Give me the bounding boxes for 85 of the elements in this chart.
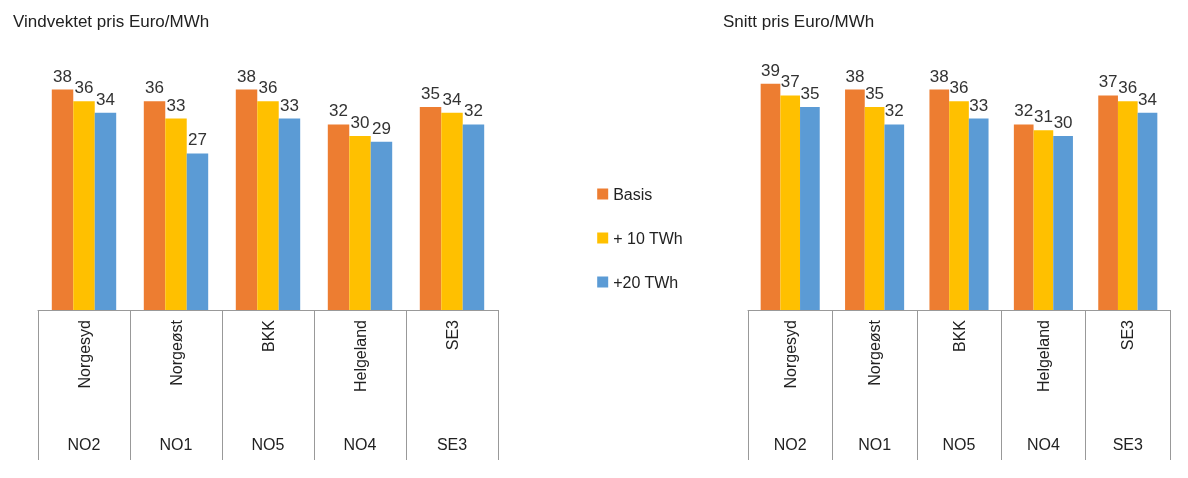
legend-label: Basis <box>613 185 653 203</box>
bar <box>278 118 301 310</box>
data-label: 37 <box>780 72 800 92</box>
legend-label: +20 TWh <box>613 273 679 291</box>
data-label: 33 <box>166 95 186 115</box>
data-label: 33 <box>969 95 989 115</box>
bar <box>1033 130 1054 310</box>
bar <box>165 118 187 310</box>
text: NO2 <box>773 435 807 453</box>
legend-label: + 10 TWh <box>613 229 683 247</box>
data-label: 35 <box>865 84 885 103</box>
data-label: 34 <box>1138 89 1157 109</box>
bar <box>94 112 117 310</box>
bar <box>949 101 969 310</box>
bar <box>1117 101 1138 310</box>
data-label: 36 <box>258 78 278 98</box>
bar <box>760 83 781 310</box>
x-tick-label: SE3 <box>443 319 461 351</box>
data-label: 32 <box>884 101 904 121</box>
x-tick-label: Norgesyd <box>75 320 93 389</box>
data-label: 29 <box>372 118 391 138</box>
data-label: 36 <box>1118 78 1138 98</box>
bar <box>884 124 905 310</box>
chart-title: Vindvektet pris Euro/MWh <box>13 12 210 31</box>
x-tick-label: SE3 <box>1119 319 1137 351</box>
data-label: 38 <box>237 66 256 86</box>
bar <box>462 124 485 310</box>
bar <box>73 101 95 310</box>
bar <box>968 118 989 310</box>
bar <box>419 107 442 310</box>
bar <box>257 101 279 310</box>
x-tick-label: Norgeøst <box>167 319 185 386</box>
data-label: 35 <box>421 84 440 103</box>
data-label: 32 <box>464 101 483 121</box>
bar <box>845 89 865 310</box>
data-label: 36 <box>145 78 164 98</box>
text: SE3 <box>1112 435 1144 453</box>
data-label: 32 <box>329 101 348 121</box>
bar <box>143 101 166 310</box>
data-label: 38 <box>845 66 865 86</box>
bar <box>929 89 950 310</box>
bar <box>51 89 74 310</box>
data-label: 36 <box>74 78 94 98</box>
x-tick-label: BKK <box>259 319 277 353</box>
text: NO5 <box>942 435 976 453</box>
bar <box>186 153 209 310</box>
text: NO5 <box>251 435 285 453</box>
chart-title: Snitt pris Euro/MWh <box>723 12 875 31</box>
bar <box>235 89 258 310</box>
text: NO1 <box>858 435 892 453</box>
bar <box>441 112 463 310</box>
data-label: 39 <box>761 60 780 80</box>
text: NO2 <box>67 435 101 453</box>
bar <box>1137 112 1158 310</box>
text: NO4 <box>343 435 377 453</box>
bar <box>370 141 393 310</box>
data-label: 33 <box>280 95 299 115</box>
data-label: 34 <box>442 89 462 109</box>
text: SE3 <box>436 435 468 453</box>
data-label: 35 <box>800 84 820 103</box>
data-label: 37 <box>1098 72 1118 92</box>
data-label: 38 <box>929 66 949 86</box>
bar <box>1098 95 1118 310</box>
data-label: 27 <box>188 130 207 150</box>
text: NO4 <box>1026 435 1060 453</box>
bar <box>1013 124 1034 310</box>
data-label: 31 <box>1033 107 1053 127</box>
data-label: 30 <box>1053 113 1073 132</box>
data-label: 32 <box>1014 101 1034 121</box>
bar <box>800 107 820 310</box>
data-label: 38 <box>53 66 72 86</box>
data-label: 30 <box>350 113 370 132</box>
data-label: 34 <box>96 89 115 109</box>
text: NO1 <box>159 435 193 453</box>
bar <box>780 95 801 310</box>
bar <box>1053 136 1073 310</box>
bar <box>349 136 371 310</box>
x-tick-label: Norgeøst <box>866 319 884 386</box>
x-tick-label: Helgeland <box>1034 320 1052 393</box>
data-label: 36 <box>949 78 969 98</box>
bar <box>327 124 350 310</box>
x-tick-label: BKK <box>950 319 968 353</box>
x-tick-label: Norgesyd <box>781 320 799 389</box>
x-tick-label: Helgeland <box>351 320 369 393</box>
bar <box>864 107 885 310</box>
